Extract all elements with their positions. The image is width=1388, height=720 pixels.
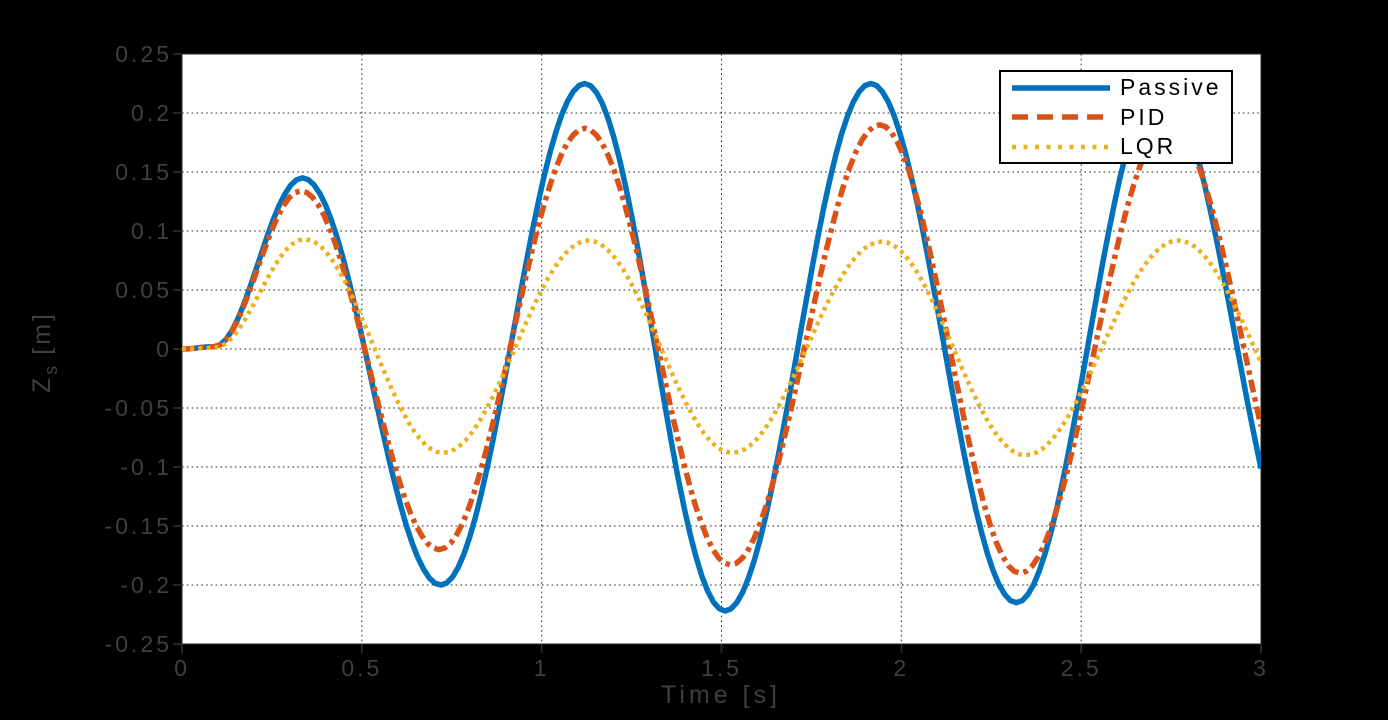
x-tick-label: 1.5 (701, 655, 742, 681)
y-tick-label: 0.1 (131, 218, 172, 244)
y-axis-label: Zs [m] (28, 311, 62, 393)
y-tick-label: -0.1 (120, 454, 172, 480)
legend-label: PID (1120, 103, 1168, 130)
y-tick-label: -0.05 (104, 395, 172, 421)
legend-item-passive: Passive (1001, 74, 1231, 102)
y-tick-label: -0.25 (104, 631, 172, 657)
y-tick-label: -0.2 (120, 572, 172, 598)
series-line-pid (182, 122, 1261, 576)
y-tick-label: 0.15 (115, 159, 172, 185)
series-line-lqr (182, 237, 1261, 458)
legend-label: Passive (1120, 74, 1222, 100)
legend: Passive PID LQR (999, 70, 1233, 164)
legend-item-pid: PID (1001, 103, 1231, 131)
y-axis-label-subscript: s (41, 364, 61, 375)
y-tick-label: 0.2 (131, 100, 172, 126)
legend-line-sample-lqr (1012, 144, 1110, 149)
legend-line-sample-passive (1012, 84, 1110, 91)
x-tick-label: 1 (533, 655, 550, 681)
y-tick-label: 0.25 (115, 41, 172, 67)
legend-item-lqr: LQR (1001, 133, 1231, 161)
x-tick-label: 2.5 (1060, 655, 1102, 681)
y-tick-label: 0.05 (115, 277, 172, 303)
legend-label: LQR (1120, 133, 1177, 159)
legend-line-sample-pid (1012, 114, 1110, 120)
y-axis-label-symbol: Z (28, 374, 56, 393)
x-axis-label: Time [s] (661, 681, 781, 709)
x-tick-label: 0.5 (341, 655, 383, 681)
x-tick-label: 0 (174, 655, 190, 681)
y-tick-label: -0.15 (104, 513, 172, 539)
x-tick-label: 2 (893, 655, 910, 681)
y-axis-label-unit: [m] (28, 311, 56, 365)
x-tick-label: 3 (1253, 655, 1269, 681)
y-tick-label: 0 (156, 336, 172, 362)
